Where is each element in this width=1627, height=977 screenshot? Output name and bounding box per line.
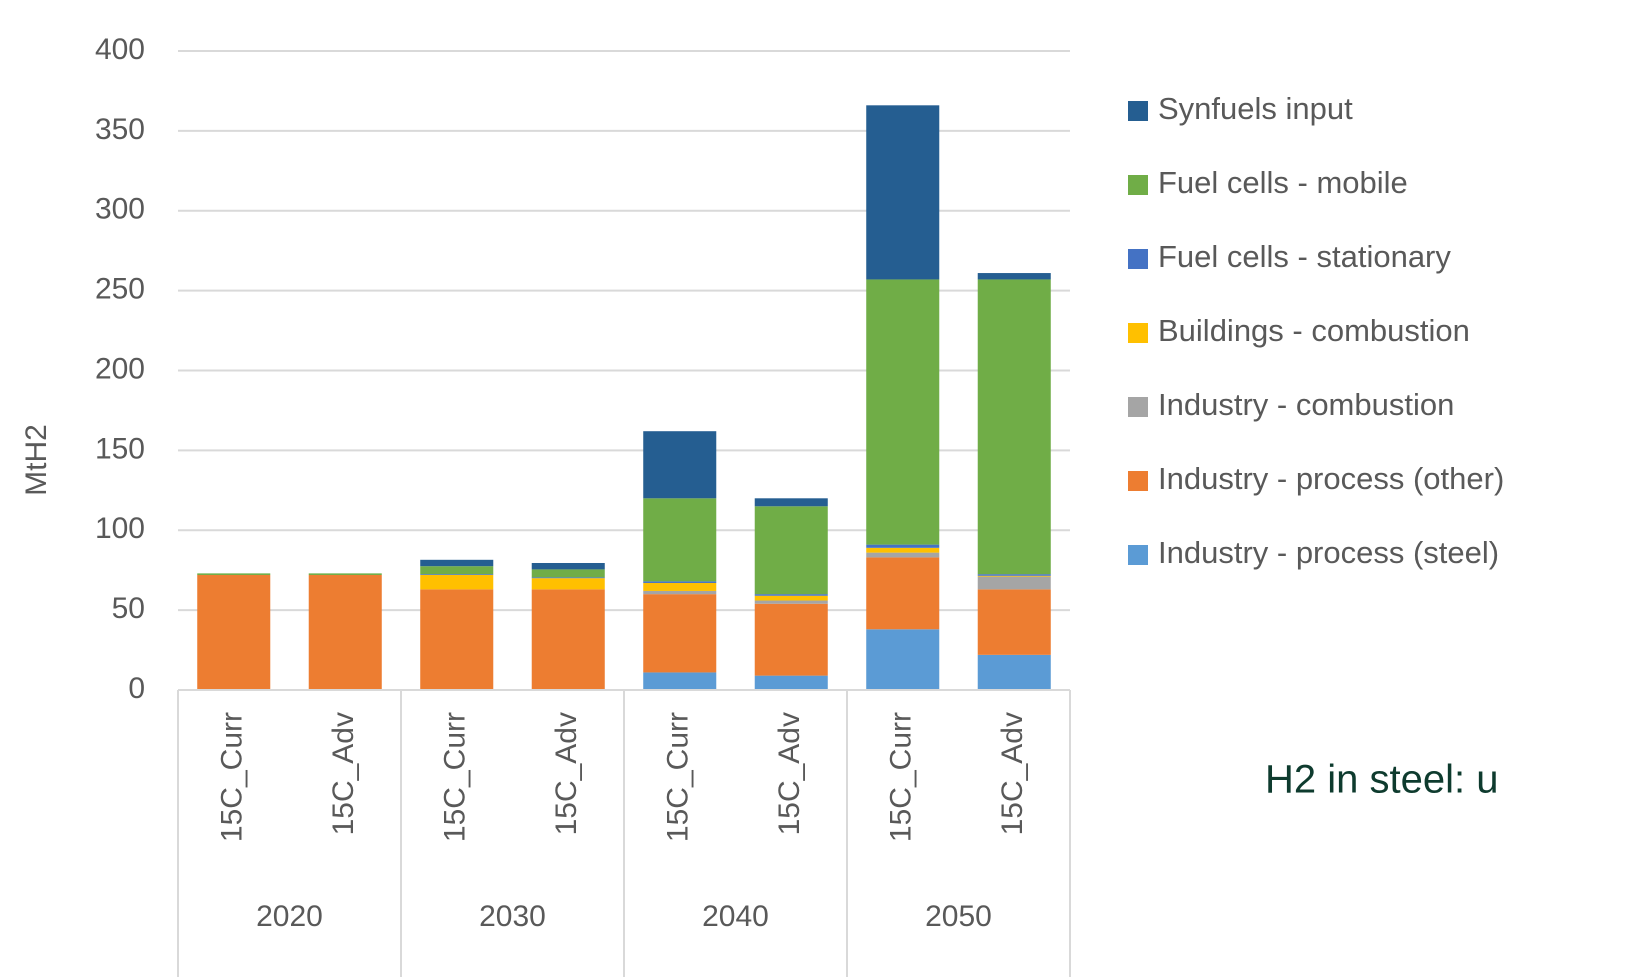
y-axis-label: MtH2 bbox=[20, 424, 53, 496]
bar-segment bbox=[866, 547, 940, 553]
legend-label: Fuel cells - mobile bbox=[1158, 165, 1408, 200]
x-tick-label: 15C_Curr bbox=[216, 712, 249, 842]
bar-segment bbox=[308, 574, 382, 690]
bar-segment bbox=[977, 654, 1051, 690]
y-tick-label: 250 bbox=[95, 273, 145, 306]
y-tick-label: 400 bbox=[95, 33, 145, 66]
group-label: 2040 bbox=[702, 900, 769, 933]
bar-segment bbox=[643, 590, 717, 595]
bar-segment bbox=[977, 279, 1051, 575]
bar-segment bbox=[866, 557, 940, 630]
bar-segment bbox=[754, 506, 828, 595]
bar-segment bbox=[977, 575, 1051, 577]
annotation: H2 in steel: u bbox=[1265, 758, 1498, 802]
bar-segment bbox=[531, 578, 605, 590]
legend-swatch bbox=[1128, 397, 1148, 417]
bar-segment bbox=[197, 574, 271, 690]
legend-swatch bbox=[1128, 323, 1148, 343]
x-tick-label: 15C_Curr bbox=[439, 712, 472, 842]
y-tick-label: 150 bbox=[95, 432, 145, 465]
bar-segment bbox=[420, 574, 494, 590]
group-label: 2050 bbox=[925, 900, 992, 933]
bar-segment bbox=[866, 552, 940, 558]
bar-segment bbox=[643, 582, 717, 591]
legend-swatch bbox=[1128, 101, 1148, 121]
legend-swatch bbox=[1128, 175, 1148, 195]
bar-segment bbox=[754, 675, 828, 690]
bar-segment bbox=[420, 574, 494, 575]
legend-swatch bbox=[1128, 545, 1148, 565]
bar-segment bbox=[308, 573, 382, 575]
bar-segment bbox=[197, 573, 271, 575]
bar-segment bbox=[866, 629, 940, 690]
bar-segment bbox=[866, 105, 940, 280]
y-tick-label: 0 bbox=[128, 672, 145, 705]
bar-segment bbox=[420, 589, 494, 690]
bar-segment bbox=[643, 581, 717, 583]
bar-segment bbox=[977, 589, 1051, 655]
x-tick-label: 15C_Curr bbox=[885, 712, 918, 842]
x-tick-label: 15C_Adv bbox=[773, 712, 806, 835]
bar-segment bbox=[977, 574, 1051, 576]
group-label: 2030 bbox=[479, 900, 546, 933]
legend-label: Fuel cells - stationary bbox=[1158, 239, 1451, 274]
legend-swatch bbox=[1128, 471, 1148, 491]
y-tick-label: 300 bbox=[95, 193, 145, 226]
bar-segment bbox=[643, 431, 717, 499]
legend-label: Industry - combustion bbox=[1158, 387, 1454, 422]
legend-label: Industry - process (other) bbox=[1158, 461, 1504, 496]
y-tick-label: 100 bbox=[95, 512, 145, 545]
x-tick-label: 15C_Curr bbox=[662, 712, 695, 842]
x-tick-label: 15C_Adv bbox=[327, 712, 360, 835]
x-tick-label: 15C_Adv bbox=[550, 712, 583, 835]
bar-segment bbox=[643, 672, 717, 690]
bar-segment bbox=[754, 600, 828, 604]
bar-segment bbox=[866, 544, 940, 548]
bar-segment bbox=[866, 279, 940, 545]
legend-label: Buildings - combustion bbox=[1158, 313, 1470, 348]
y-tick-label: 50 bbox=[112, 592, 145, 625]
bar-segment bbox=[531, 569, 605, 578]
legend-label: Synfuels input bbox=[1158, 91, 1353, 126]
bar-segment bbox=[977, 576, 1051, 590]
bar-segment bbox=[643, 594, 717, 673]
bar-segment bbox=[754, 595, 828, 601]
bar-segment bbox=[754, 594, 828, 596]
bar-segment bbox=[977, 273, 1051, 280]
bar-segment bbox=[531, 562, 605, 570]
bar-segment bbox=[531, 589, 605, 690]
bar-segment bbox=[531, 577, 605, 579]
group-label: 2020 bbox=[256, 900, 323, 933]
y-tick-label: 350 bbox=[95, 113, 145, 146]
legend-label: Industry - process (steel) bbox=[1158, 535, 1499, 570]
legend-swatch bbox=[1128, 249, 1148, 269]
x-tick-label: 15C_Adv bbox=[996, 712, 1029, 835]
y-tick-label: 200 bbox=[95, 352, 145, 385]
bar-segment bbox=[643, 498, 717, 582]
bar-segment bbox=[754, 603, 828, 676]
bar-segment bbox=[420, 566, 494, 575]
bar-segment bbox=[420, 559, 494, 567]
bar-segment bbox=[754, 498, 828, 507]
